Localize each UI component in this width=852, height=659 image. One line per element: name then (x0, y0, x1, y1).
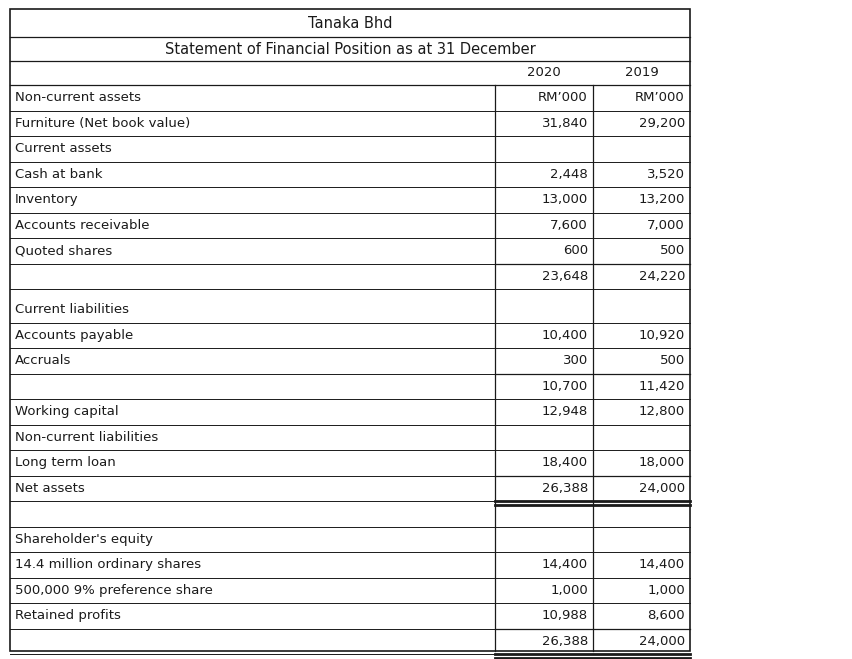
Text: 600: 600 (562, 244, 587, 257)
Text: 14.4 million ordinary shares: 14.4 million ordinary shares (15, 558, 201, 571)
Text: Shareholder's equity: Shareholder's equity (15, 532, 153, 546)
Bar (10, 9, 689, 651)
Text: 500: 500 (659, 355, 684, 367)
Text: 18,000: 18,000 (638, 456, 684, 469)
Text: RM’000: RM’000 (635, 91, 684, 104)
Text: 1,000: 1,000 (647, 584, 684, 597)
Text: 500: 500 (659, 244, 684, 257)
Text: 12,948: 12,948 (541, 405, 587, 418)
Text: Statement of Financial Position as at 31 December: Statement of Financial Position as at 31… (164, 42, 535, 57)
Text: Accounts receivable: Accounts receivable (15, 219, 149, 232)
Text: 10,988: 10,988 (541, 610, 587, 622)
Text: 24,220: 24,220 (638, 270, 684, 283)
Text: 300: 300 (562, 355, 587, 367)
Text: 2,448: 2,448 (550, 168, 587, 181)
Text: Net assets: Net assets (15, 482, 84, 495)
Text: 29,200: 29,200 (638, 117, 684, 130)
Text: 10,400: 10,400 (541, 329, 587, 342)
Text: Inventory: Inventory (15, 193, 78, 206)
Text: Accounts payable: Accounts payable (15, 329, 133, 342)
Text: Accruals: Accruals (15, 355, 72, 367)
Text: 7,600: 7,600 (550, 219, 587, 232)
Text: 1,000: 1,000 (550, 584, 587, 597)
Text: 24,000: 24,000 (638, 635, 684, 648)
Text: 31,840: 31,840 (541, 117, 587, 130)
Text: 12,800: 12,800 (638, 405, 684, 418)
Text: 8,600: 8,600 (647, 610, 684, 622)
Text: 23,648: 23,648 (541, 270, 587, 283)
Text: Furniture (Net book value): Furniture (Net book value) (15, 117, 190, 130)
Text: 11,420: 11,420 (638, 380, 684, 393)
Text: Retained profits: Retained profits (15, 610, 121, 622)
Text: Current liabilities: Current liabilities (15, 303, 129, 316)
Text: 14,400: 14,400 (541, 558, 587, 571)
Text: Cash at bank: Cash at bank (15, 168, 102, 181)
Text: 18,400: 18,400 (541, 456, 587, 469)
Text: 24,000: 24,000 (638, 482, 684, 495)
Text: 2019: 2019 (624, 67, 658, 80)
Text: 2020: 2020 (527, 67, 561, 80)
Text: Quoted shares: Quoted shares (15, 244, 112, 257)
Text: 14,400: 14,400 (638, 558, 684, 571)
Text: 13,000: 13,000 (541, 193, 587, 206)
Text: Non-current assets: Non-current assets (15, 91, 141, 104)
Text: 7,000: 7,000 (647, 219, 684, 232)
Text: 10,920: 10,920 (638, 329, 684, 342)
Text: 10,700: 10,700 (541, 380, 587, 393)
Text: 26,388: 26,388 (541, 635, 587, 648)
Text: Current assets: Current assets (15, 142, 112, 156)
Text: 13,200: 13,200 (638, 193, 684, 206)
Text: Non-current liabilities: Non-current liabilities (15, 431, 158, 444)
Text: 3,520: 3,520 (646, 168, 684, 181)
Text: Long term loan: Long term loan (15, 456, 116, 469)
Text: 26,388: 26,388 (541, 482, 587, 495)
Text: Tanaka Bhd: Tanaka Bhd (308, 16, 392, 32)
Text: RM’000: RM’000 (538, 91, 587, 104)
Text: Working capital: Working capital (15, 405, 118, 418)
Text: 500,000 9% preference share: 500,000 9% preference share (15, 584, 213, 597)
